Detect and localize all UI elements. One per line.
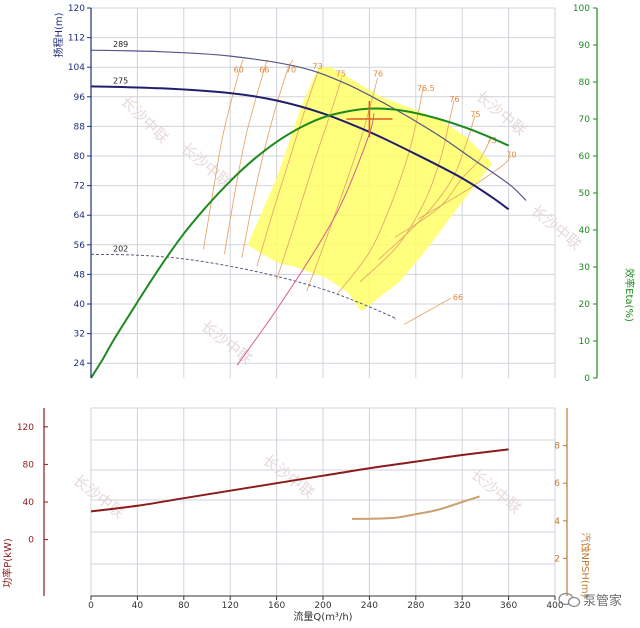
power-axis-title: 功率P(kW) <box>1 538 14 588</box>
efficiency-isoline <box>417 155 512 220</box>
npsh-curve <box>351 495 480 520</box>
efficiency-isoline-label: 70 <box>286 66 296 75</box>
x-tick-label: 400 <box>546 601 563 611</box>
power-tick-label: 120 <box>17 423 34 433</box>
efficiency-tick-label: 60 <box>579 152 591 162</box>
preferred-zone-layer <box>247 67 493 312</box>
watermark-text: 长沙中联 <box>198 317 256 368</box>
efficiency-isoline <box>241 59 294 258</box>
npsh-axis-title: 汽蚀NPSH(m) <box>579 533 592 598</box>
labels-layer: 流量Q(m³/h) 扬程H(m) 效率Eta(%) 功率P(kW) 汽蚀NPSH… <box>1 12 636 623</box>
npsh-tick-label: 4 <box>554 517 560 527</box>
efficiency-isoline-label: 75 <box>336 69 346 78</box>
head-tick-label: 40 <box>74 300 86 310</box>
efficiency-tick-label: 20 <box>579 300 591 310</box>
watermark-text: 长沙中联 <box>527 201 585 253</box>
x-tick-label: 240 <box>361 601 378 611</box>
brand-text: 泵管家 <box>583 593 622 609</box>
efficiency-curve <box>90 107 509 379</box>
efficiency-tick-label: 90 <box>579 41 591 51</box>
npsh-tick-label: 6 <box>554 479 560 489</box>
head-curve-289 <box>90 49 527 201</box>
efficiency-isoline-label: 73 <box>487 136 497 145</box>
power-tick-label: 0 <box>28 536 34 546</box>
efficiency-isoline <box>256 70 319 267</box>
head-tick-label: 56 <box>74 241 86 251</box>
x-tick-label: 320 <box>454 601 471 611</box>
head-tick-label: 104 <box>68 63 85 73</box>
brand-mark: 泵管家 <box>558 592 622 609</box>
x-tick-label: 360 <box>500 601 517 611</box>
x-tick-label: 40 <box>132 601 144 611</box>
x-tick-label: 160 <box>268 601 285 611</box>
curves-layer: 289 275 202 <box>90 40 527 520</box>
efficiency-isoline-label: 66 <box>453 293 463 302</box>
watermark-text: 长沙中联 <box>117 92 172 147</box>
power-tick-label: 80 <box>23 460 35 470</box>
efficiency-tick-label: 80 <box>579 78 591 88</box>
axes-layer: 0 40 80 120 160 200 240 280 320 360 40024324048566… <box>17 4 598 611</box>
npsh-tick-label: 2 <box>554 554 560 564</box>
efficiency-isoline <box>276 78 343 281</box>
x-tick-label: 280 <box>407 601 424 611</box>
head-tick-label: 48 <box>74 270 86 280</box>
efficiency-tick-label: 0 <box>584 374 590 384</box>
head-curve-label: 275 <box>113 76 128 85</box>
efficiency-isoline-label: 75 <box>470 110 480 119</box>
efficiency-isoline <box>223 59 268 255</box>
head-tick-label: 24 <box>74 359 86 369</box>
watermark-text: 长沙中联 <box>260 451 318 502</box>
efficiency-axis-title: 效率Eta(%) <box>623 268 636 322</box>
x-axis-title: 流量Q(m³/h) <box>293 610 352 623</box>
efficiency-isolines-layer: 60 66 70 73 75 76 76.5 76 75 73 70 66 <box>203 59 516 325</box>
wechat-logo-icon <box>558 592 581 608</box>
head-curve-label: 289 <box>113 40 128 49</box>
efficiency-isoline-label: 73 <box>313 62 323 71</box>
efficiency-isoline-label: 70 <box>506 151 516 160</box>
grid-bottom <box>90 407 556 597</box>
head-curve-202 <box>90 253 397 320</box>
efficiency-tick-label: 50 <box>579 189 591 199</box>
efficiency-tick-label: 10 <box>579 337 591 347</box>
x-tick-label: 0 <box>88 601 94 611</box>
efficiency-tick-label: 30 <box>579 263 591 273</box>
head-curve-275 <box>90 85 510 211</box>
head-tick-label: 32 <box>74 330 85 340</box>
efficiency-tick-label: 100 <box>573 4 590 14</box>
efficiency-isoline-label: 76 <box>449 95 459 104</box>
head-tick-label: 80 <box>74 152 86 162</box>
power-curve <box>90 448 509 513</box>
head-tick-label: 96 <box>74 93 86 103</box>
head-tick-label: 88 <box>74 122 86 132</box>
efficiency-isoline <box>403 298 451 325</box>
efficiency-isoline-label: 76.5 <box>417 84 435 93</box>
efficiency-tick-label: 40 <box>579 226 591 236</box>
head-tick-label: 112 <box>68 34 85 44</box>
head-tick-label: 72 <box>74 182 85 192</box>
power-tick-label: 40 <box>23 498 35 508</box>
watermark-text: 长沙中联 <box>70 471 128 522</box>
x-tick-label: 120 <box>222 601 239 611</box>
watermark-text: 长沙中联 <box>472 87 530 139</box>
x-tick-label: 80 <box>178 601 190 611</box>
efficiency-isoline <box>378 115 476 260</box>
preferred-operating-zone <box>247 67 493 312</box>
efficiency-isoline <box>306 78 378 292</box>
efficiency-isoline-label: 76 <box>373 69 383 78</box>
head-tick-label: 64 <box>74 211 86 221</box>
efficiency-tick-label: 70 <box>579 115 591 125</box>
head-curve-label: 202 <box>113 244 128 253</box>
efficiency-isoline <box>359 100 455 283</box>
efficiency-isoline-label: 60 <box>234 66 244 75</box>
npsh-tick-label: 8 <box>554 442 560 452</box>
efficiency-isoline <box>203 59 244 250</box>
efficiency-isoline <box>336 89 424 295</box>
x-tick-label: 200 <box>314 601 331 611</box>
watermark-text: 长沙中联 <box>467 465 525 517</box>
efficiency-isoline-label: 66 <box>259 66 269 75</box>
head-tick-label: 120 <box>68 4 85 14</box>
head-axis-title: 扬程H(m) <box>52 12 65 57</box>
